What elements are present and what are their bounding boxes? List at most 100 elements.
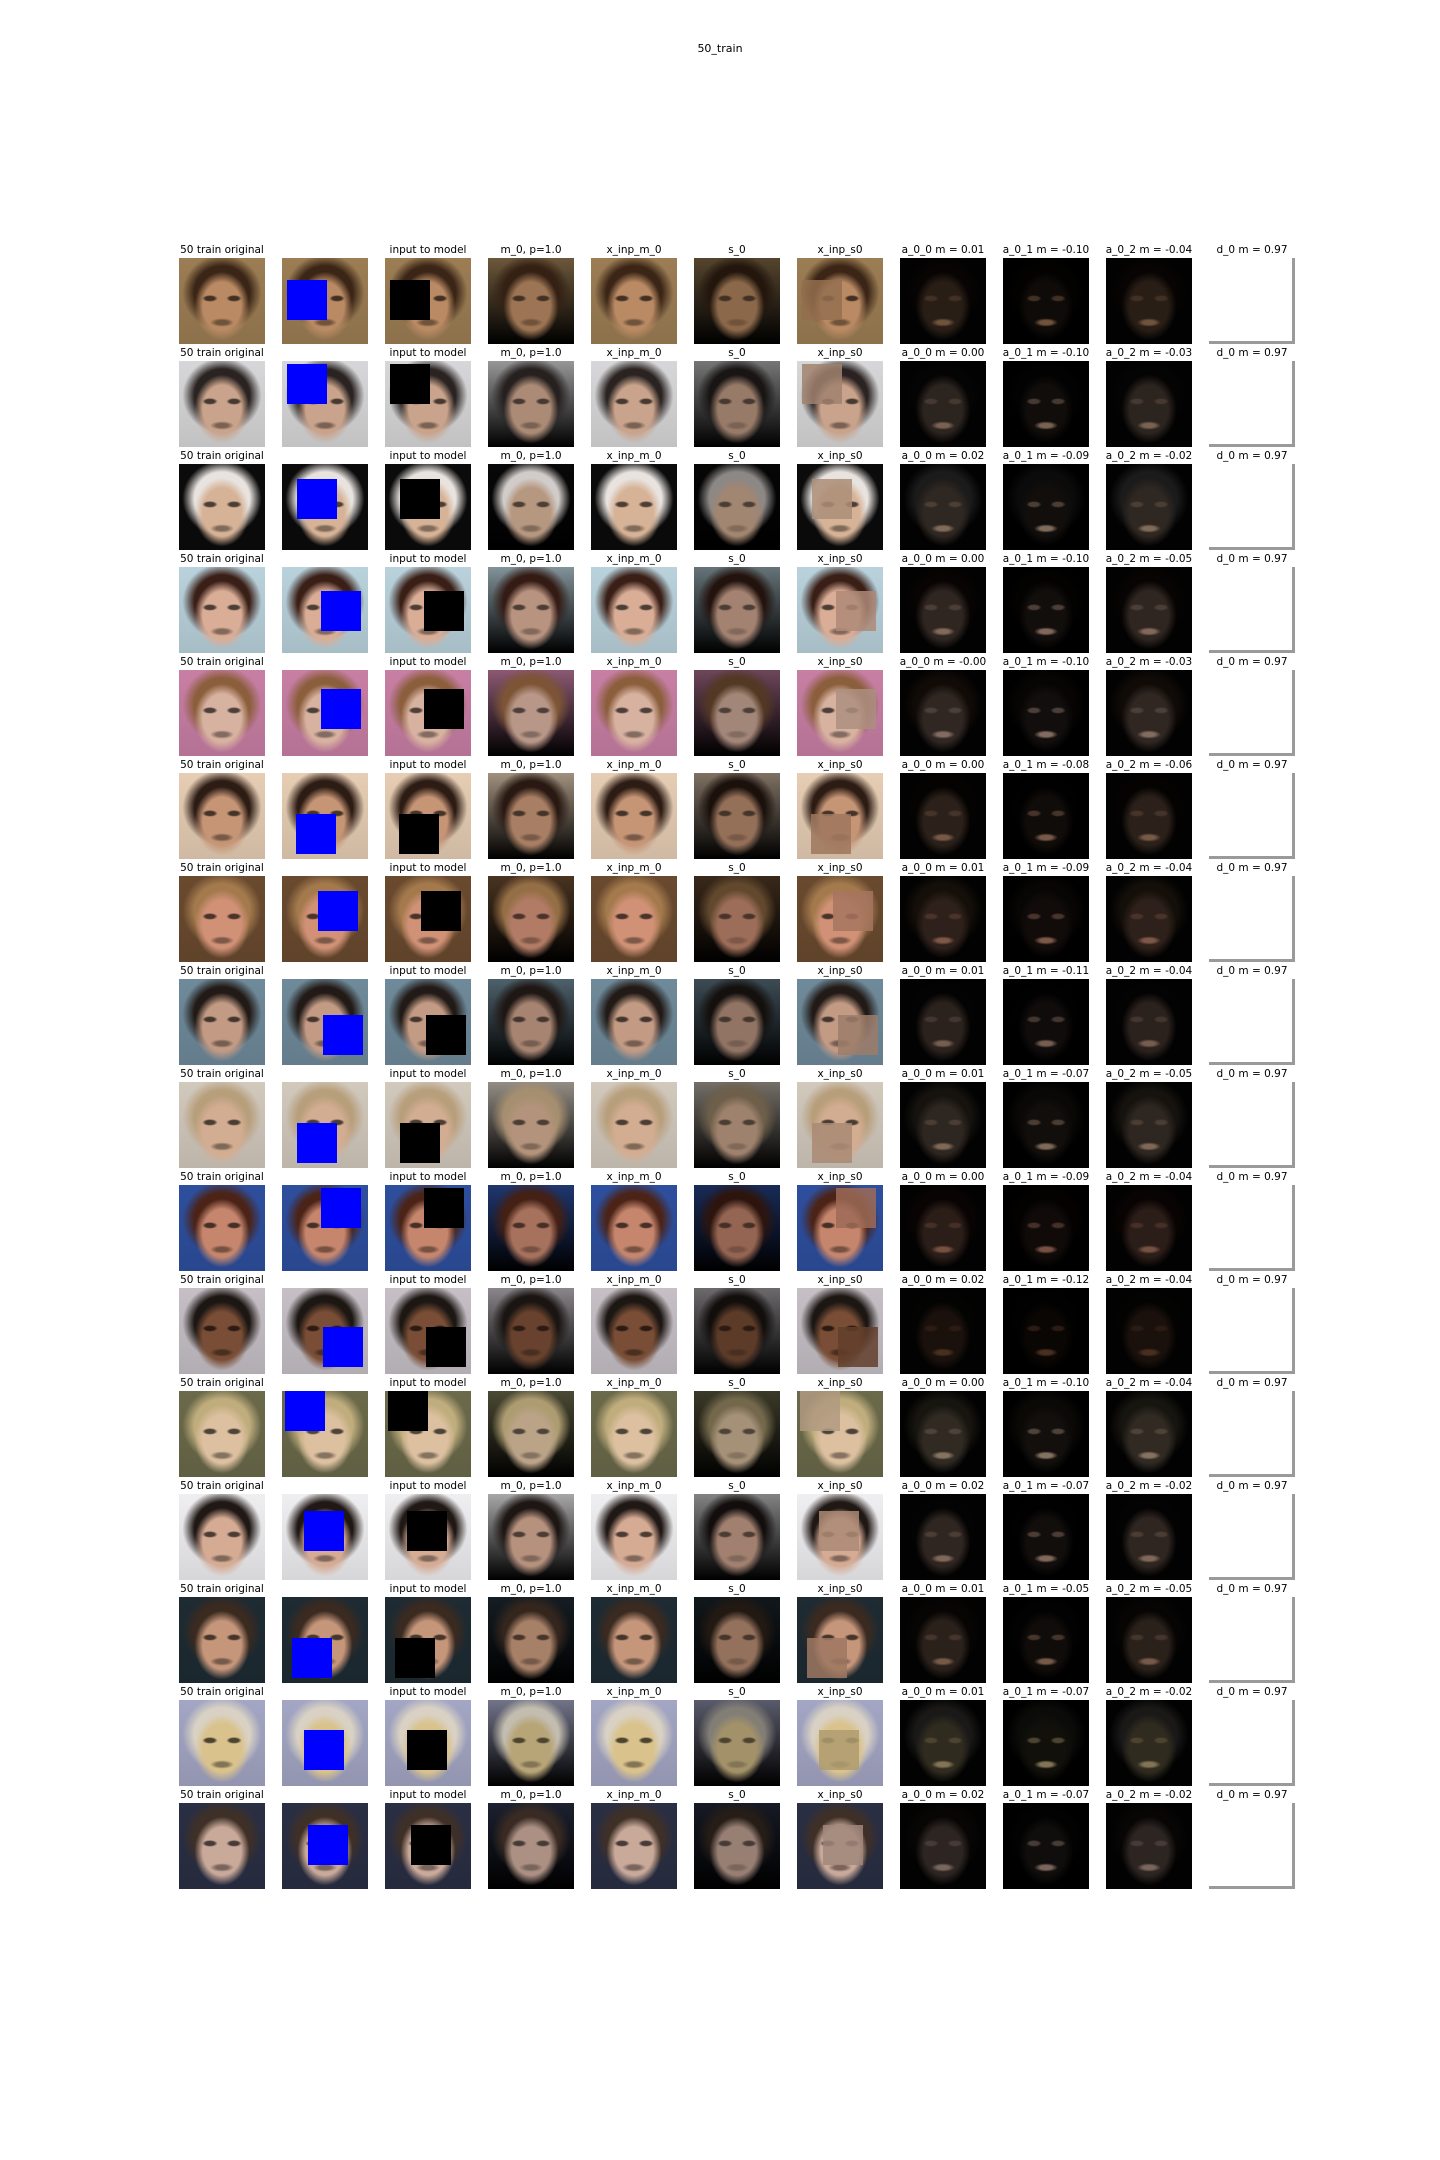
face-image	[488, 1288, 574, 1374]
cell-title: a_0_1 m = -0.10	[1002, 1377, 1090, 1389]
face-image	[797, 670, 883, 756]
face-pixels	[591, 773, 677, 859]
face-image	[1003, 1700, 1089, 1786]
cell-title: x_inp_m_0	[606, 450, 662, 462]
face-pixels	[179, 567, 265, 653]
blue-mask-square	[297, 479, 337, 519]
face-pixels	[591, 876, 677, 962]
face-pixels	[1106, 1288, 1192, 1374]
face-image	[385, 258, 471, 344]
cell-title: x_inp_m_0	[606, 656, 662, 668]
face-pixels	[1106, 1185, 1192, 1271]
blue-mask-square	[308, 1825, 348, 1865]
face-image	[1003, 464, 1089, 550]
cell-title: input to model	[389, 347, 467, 359]
face-pixels	[488, 567, 574, 653]
face-pixels	[488, 670, 574, 756]
cell-title: a_0_0 m = -0.00	[899, 656, 987, 668]
inpainted-region	[812, 1123, 852, 1163]
face-pixels	[694, 1391, 780, 1477]
cell-title: a_0_1 m = -0.07	[1002, 1789, 1090, 1801]
face-pixels	[591, 979, 677, 1065]
black-mask-square	[388, 1391, 428, 1431]
cell-title: 50 train original	[180, 1583, 264, 1595]
face-image	[1003, 1288, 1089, 1374]
face-pixels	[591, 464, 677, 550]
cell-title: a_0_2 m = -0.04	[1105, 862, 1193, 874]
face-pixels	[179, 979, 265, 1065]
face-pixels	[1003, 1082, 1089, 1168]
face-image	[1003, 876, 1089, 962]
cell-title: 50 train original	[180, 759, 264, 771]
cell-title: m_0, p=1.0	[500, 1480, 562, 1492]
face-image	[385, 361, 471, 447]
face-image	[694, 361, 780, 447]
face-pixels	[1003, 567, 1089, 653]
cell-title: s_0	[728, 347, 746, 359]
face-image	[385, 1185, 471, 1271]
cell-title: a_0_0 m = 0.00	[901, 553, 985, 565]
cell-title: input to model	[389, 1686, 467, 1698]
face-pixels	[900, 258, 986, 344]
face-pixels	[900, 1082, 986, 1168]
face-image	[694, 1494, 780, 1580]
inpainted-region	[838, 1327, 878, 1367]
discriminator-tile	[1209, 1803, 1295, 1889]
inpainted-region	[812, 479, 852, 519]
face-image	[1106, 1391, 1192, 1477]
face-pixels	[1003, 876, 1089, 962]
cell-title: x_inp_s0	[817, 1068, 863, 1080]
face-pixels	[488, 1597, 574, 1683]
cell-title: input to model	[389, 450, 467, 462]
cell-title: s_0	[728, 1274, 746, 1286]
black-mask-square	[426, 1015, 466, 1055]
face-image	[179, 876, 265, 962]
cell-title: x_inp_s0	[817, 1686, 863, 1698]
face-pixels	[694, 876, 780, 962]
cell-title: x_inp_m_0	[606, 1789, 662, 1801]
face-pixels	[1106, 258, 1192, 344]
face-image	[900, 361, 986, 447]
face-image	[385, 1803, 471, 1889]
face-image	[1106, 567, 1192, 653]
face-pixels	[179, 773, 265, 859]
face-image	[591, 670, 677, 756]
face-pixels	[1003, 1803, 1089, 1889]
cell-title: s_0	[728, 1583, 746, 1595]
cell-title: d_0 m = 0.97	[1216, 656, 1288, 668]
face-pixels	[694, 670, 780, 756]
face-pixels	[1003, 1288, 1089, 1374]
face-pixels	[1003, 464, 1089, 550]
cell-title: 50 train original	[180, 1686, 264, 1698]
face-image	[900, 1082, 986, 1168]
cell-title: m_0, p=1.0	[500, 1789, 562, 1801]
face-image	[1003, 1185, 1089, 1271]
face-image	[179, 258, 265, 344]
face-image	[797, 1700, 883, 1786]
face-image	[488, 1185, 574, 1271]
face-image	[488, 1597, 574, 1683]
cell-title: m_0, p=1.0	[500, 347, 562, 359]
face-image	[900, 1597, 986, 1683]
cell-title: a_0_2 m = -0.06	[1105, 759, 1193, 771]
cell-title: a_0_2 m = -0.03	[1105, 347, 1193, 359]
cell-title: x_inp_s0	[817, 862, 863, 874]
face-image	[797, 1082, 883, 1168]
face-image	[1106, 361, 1192, 447]
face-pixels	[591, 1803, 677, 1889]
face-pixels	[900, 1185, 986, 1271]
face-pixels	[1106, 1803, 1192, 1889]
cell-title: a_0_0 m = 0.02	[901, 450, 985, 462]
face-pixels	[591, 1288, 677, 1374]
face-pixels	[1106, 670, 1192, 756]
face-image	[385, 567, 471, 653]
inpainted-region	[836, 1188, 876, 1228]
face-image	[797, 1288, 883, 1374]
discriminator-tile	[1209, 1494, 1295, 1580]
face-image	[1106, 1597, 1192, 1683]
inpainted-region	[833, 891, 873, 931]
face-image	[282, 1494, 368, 1580]
cell-title: m_0, p=1.0	[500, 553, 562, 565]
cell-title: x_inp_s0	[817, 1171, 863, 1183]
cell-title: s_0	[728, 759, 746, 771]
